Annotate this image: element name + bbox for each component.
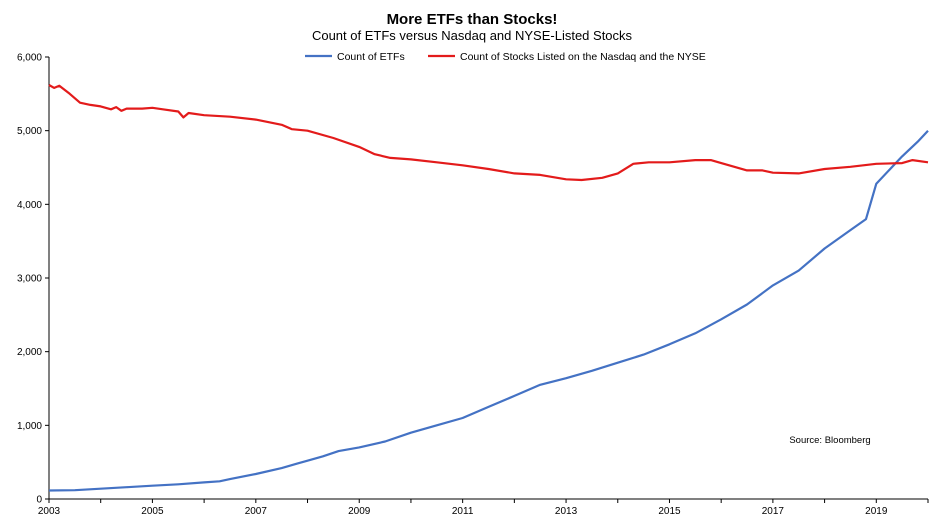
legend-label-stocks: Count of Stocks Listed on the Nasdaq and… bbox=[460, 51, 706, 63]
stock-count-line bbox=[48, 84, 929, 182]
legend: Count of ETFs Count of Stocks Listed on t… bbox=[305, 51, 706, 63]
chart-subtitle: Count of ETFs versus Nasdaq and NYSE-Lis… bbox=[312, 28, 633, 43]
source-annotation: Source: Bloomberg bbox=[789, 435, 870, 446]
x-tick-label: 2009 bbox=[348, 506, 371, 517]
y-tick-label: 1,000 bbox=[17, 421, 42, 432]
y-tick-label: 6,000 bbox=[17, 53, 42, 64]
y-tick-label: 0 bbox=[36, 495, 42, 506]
x-tick-label: 2005 bbox=[141, 506, 164, 517]
y-tick-label: 4,000 bbox=[17, 200, 42, 211]
y-axis: 0 1,000 2,000 3,000 4,000 5,000 6,000 bbox=[17, 53, 50, 506]
x-axis: 2003 2005 2007 2009 2011 2013 2015 2017 2019 bbox=[38, 498, 929, 517]
x-tick-label: 2019 bbox=[865, 506, 888, 517]
y-tick-label: 2,000 bbox=[17, 347, 42, 358]
x-tick-label: 2003 bbox=[38, 506, 61, 517]
x-tick-label: 2011 bbox=[452, 506, 474, 517]
y-tick-label: 5,000 bbox=[17, 126, 42, 137]
chart-title: More ETFs than Stocks! bbox=[387, 11, 558, 28]
x-tick-label: 2013 bbox=[555, 506, 578, 517]
y-tick-label: 3,000 bbox=[17, 274, 42, 285]
x-tick-label: 2015 bbox=[658, 506, 681, 517]
etf-count-line bbox=[48, 129, 929, 492]
series-lines bbox=[48, 84, 929, 492]
x-tick-label: 2017 bbox=[762, 506, 785, 517]
legend-label-etfs: Count of ETFs bbox=[337, 51, 405, 63]
x-tick-label: 2007 bbox=[245, 506, 268, 517]
